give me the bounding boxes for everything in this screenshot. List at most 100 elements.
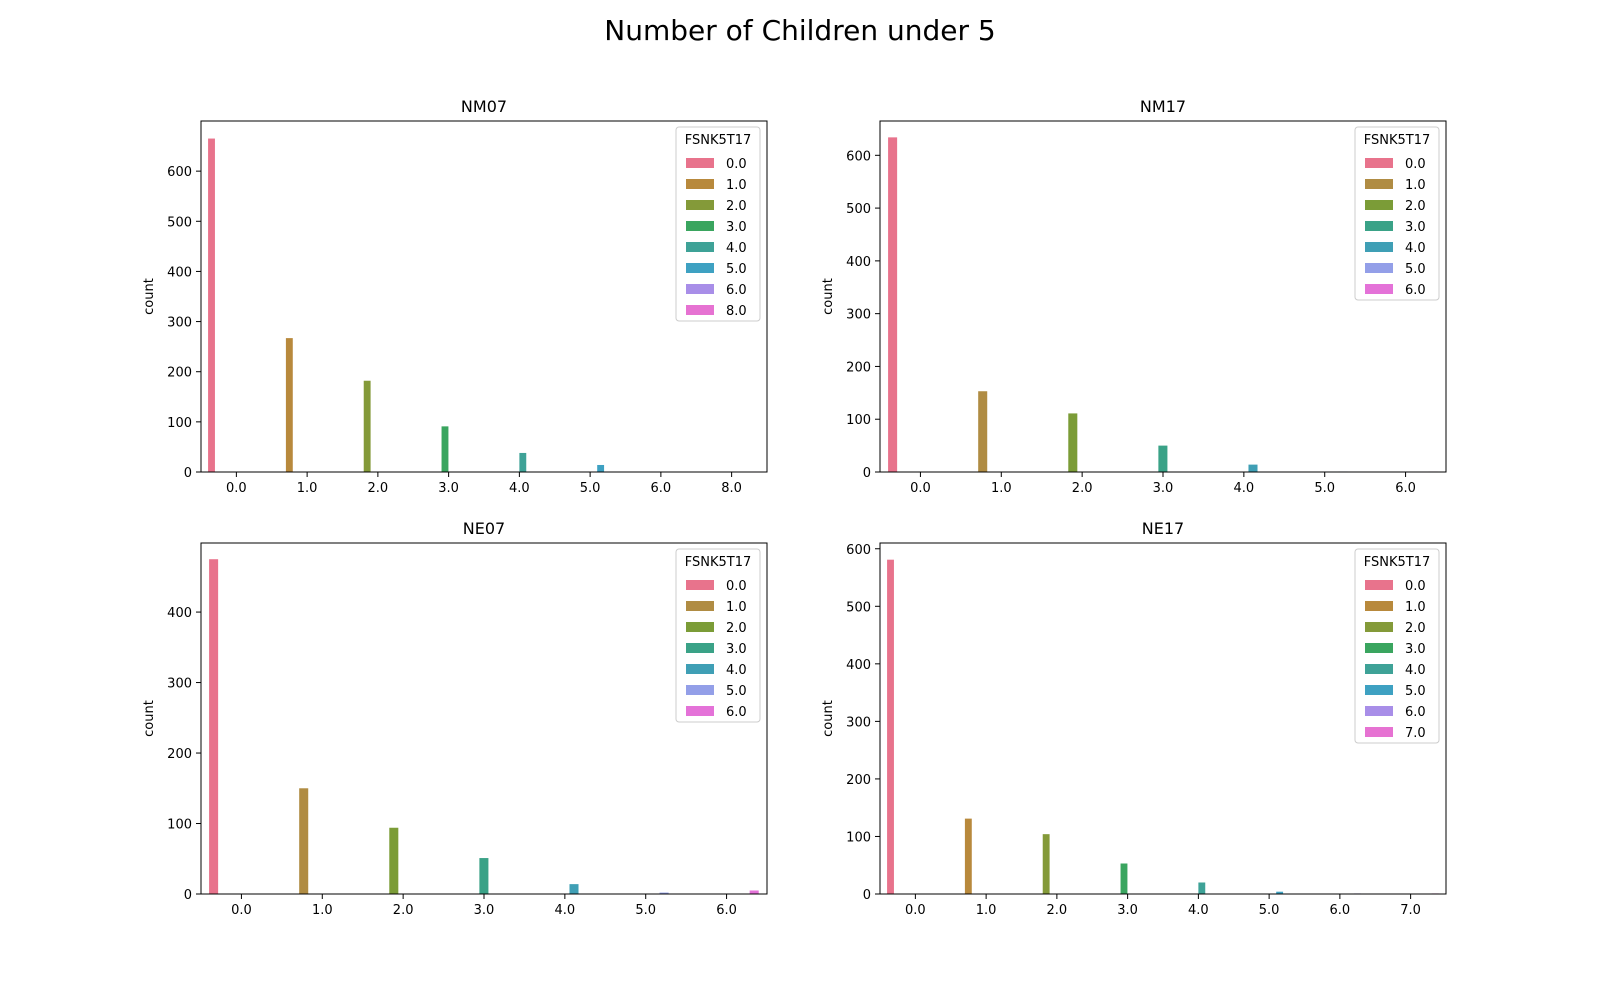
y-tick-label: 600 — [846, 543, 871, 558]
x-tick-label: 8.0 — [721, 481, 742, 496]
figure-title: Number of Children under 5 — [604, 14, 996, 47]
x-tick-label: 2.0 — [393, 903, 414, 918]
legend-entry: 2.0 — [1405, 199, 1426, 214]
legend-swatch — [1365, 242, 1393, 252]
legend-swatch — [1365, 580, 1393, 590]
legend: FSNK5T17 0.0 1.0 2.0 3.0 4.0 5.0 6.0 — [675, 548, 761, 723]
bar-1.0-cat-1.0 — [285, 338, 293, 472]
y-tick-label: 100 — [167, 818, 192, 833]
legend-entry: 6.0 — [726, 283, 747, 298]
legend-entry: 2.0 — [1405, 621, 1426, 636]
legend: FSNK5T17 0.0 1.0 2.0 3.0 4.0 5.0 6.0 8.0 — [675, 126, 761, 322]
legend-swatch — [1365, 284, 1393, 294]
bar-0.0-cat-0.0 — [887, 559, 894, 894]
legend-swatch — [686, 200, 714, 210]
x-tick-label: 3.0 — [438, 481, 459, 496]
bar-1.0-cat-1.0 — [299, 788, 309, 894]
legend-swatch — [1365, 601, 1393, 611]
legend-entry: 6.0 — [1405, 283, 1426, 298]
axes-frame — [879, 542, 1447, 895]
legend-swatch — [686, 284, 714, 294]
y-tick-label: 200 — [167, 747, 192, 762]
legend-entry: 5.0 — [1405, 262, 1426, 277]
x-tick-label: 0.0 — [226, 481, 247, 496]
bar-0.0-cat-0.0 — [209, 559, 219, 894]
x-tick-label: 3.0 — [1153, 481, 1174, 496]
x-tick-label: 5.0 — [635, 903, 656, 918]
x-tick-label: 0.0 — [231, 903, 252, 918]
legend: FSNK5T17 0.0 1.0 2.0 3.0 4.0 5.0 6.0 — [1354, 126, 1440, 301]
legend-entry: 0.0 — [1405, 579, 1426, 594]
x-tick-label: 5.0 — [1259, 903, 1280, 918]
bar-4.0-cat-4.0 — [1198, 882, 1206, 894]
y-tick-label: 300 — [846, 715, 871, 730]
legend-swatch — [1365, 221, 1393, 231]
legend: FSNK5T17 0.0 1.0 2.0 3.0 4.0 5.0 6.0 7.0 — [1354, 548, 1440, 744]
x-tick-label: 4.0 — [555, 903, 576, 918]
y-tick-label: 500 — [167, 215, 192, 230]
y-tick-label: 0 — [863, 888, 871, 903]
x-tick-label: 0.0 — [905, 903, 926, 918]
y-tick-label: 100 — [167, 416, 192, 431]
legend-swatch — [1365, 200, 1393, 210]
bar-3.0-cat-3.0 — [441, 426, 449, 472]
bar-5.0-cat-5.0 — [597, 464, 605, 472]
legend-entry: 4.0 — [1405, 663, 1426, 678]
legend-swatch — [1365, 622, 1393, 632]
legend-entry: 4.0 — [726, 663, 747, 678]
bar-4.0-cat-4.0 — [569, 884, 579, 894]
bar-0.0-cat-0.0 — [888, 137, 898, 472]
legend-entry: 5.0 — [726, 262, 747, 277]
y-tick-label: 100 — [846, 830, 871, 845]
bar-2.0-cat-2.0 — [1068, 413, 1078, 472]
legend-title: FSNK5T17 — [685, 555, 752, 570]
y-tick-label: 300 — [846, 308, 871, 323]
legend-swatch — [686, 622, 714, 632]
x-tick-label: 1.0 — [976, 903, 997, 918]
bar-3.0-cat-3.0 — [479, 858, 489, 894]
legend-entry: 6.0 — [1405, 705, 1426, 720]
legend-title: FSNK5T17 — [685, 133, 752, 148]
legend-entry: 2.0 — [726, 199, 747, 214]
legend-swatch — [1365, 643, 1393, 653]
subplot-2: NE07 0 100 200 300 400 0.0 1.0 2.0 3.0 4.0 5.0 6.0 co… — [142, 519, 768, 918]
bar-6.0-cat-6.0 — [749, 890, 759, 894]
x-tick-label: 1.0 — [312, 903, 333, 918]
x-tick-label: 6.0 — [651, 481, 672, 496]
bar-2.0-cat-2.0 — [1042, 834, 1050, 894]
legend-swatch — [1365, 706, 1393, 716]
bar-2.0-cat-2.0 — [363, 380, 371, 472]
bar-4.0-cat-4.0 — [519, 452, 527, 472]
axes-frame — [200, 120, 768, 473]
legend-swatch — [686, 158, 714, 168]
y-tick-label: 300 — [167, 677, 192, 692]
subplot-title: NE17 — [1142, 519, 1184, 538]
y-tick-label: 500 — [846, 600, 871, 615]
x-tick-label: 4.0 — [1188, 903, 1209, 918]
subplot-title: NM07 — [461, 97, 507, 116]
y-tick-label: 600 — [846, 149, 871, 164]
legend-entry: 3.0 — [1405, 220, 1426, 235]
legend-swatch — [686, 305, 714, 315]
x-tick-label: 5.0 — [580, 481, 601, 496]
y-tick-label: 400 — [167, 606, 192, 621]
legend-swatch — [1365, 179, 1393, 189]
legend-entry: 1.0 — [726, 600, 747, 615]
y-tick-label: 400 — [846, 255, 871, 270]
subplot-1: NM17 0 100 200 300 400 500 600 0.0 1.0 2.0 3.0 4.0 5.… — [821, 97, 1447, 496]
legend-swatch — [686, 643, 714, 653]
y-tick-label: 200 — [846, 773, 871, 788]
legend-swatch — [1365, 685, 1393, 695]
y-tick-label: 100 — [846, 413, 871, 428]
legend-entry: 1.0 — [1405, 600, 1426, 615]
bar-4.0-cat-4.0 — [1248, 464, 1258, 472]
legend-swatch — [686, 685, 714, 695]
x-tick-label: 3.0 — [1117, 903, 1138, 918]
legend-entry: 6.0 — [726, 705, 747, 720]
legend-entry: 3.0 — [726, 642, 747, 657]
bar-5.0-cat-5.0 — [659, 892, 669, 894]
legend-swatch — [686, 179, 714, 189]
legend-entry: 3.0 — [726, 220, 747, 235]
y-tick-label: 300 — [167, 316, 192, 331]
